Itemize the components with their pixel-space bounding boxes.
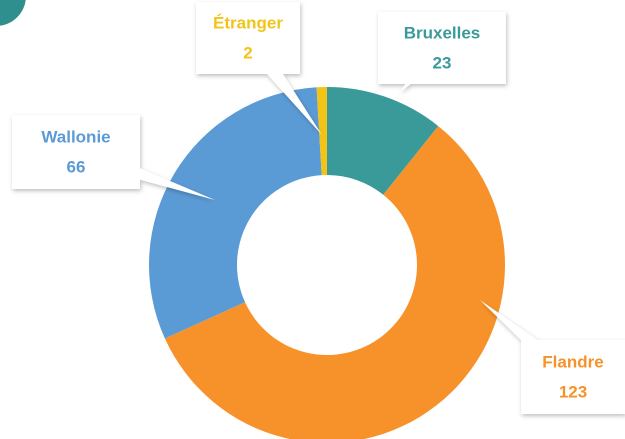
- data-label-name: Flandre: [542, 352, 603, 371]
- data-label-value: 123: [559, 382, 587, 401]
- data-label-value: 66: [67, 157, 86, 176]
- data-label-name: Étranger: [213, 13, 283, 32]
- corner-badge: [0, 0, 26, 26]
- data-label-name: Wallonie: [41, 127, 110, 146]
- callout: [12, 115, 215, 200]
- slice: [164, 126, 505, 439]
- callout-box: [196, 2, 300, 74]
- callout: [196, 2, 322, 135]
- callout-box: [12, 115, 140, 189]
- callout-box: [378, 12, 506, 84]
- callout: [480, 300, 625, 414]
- callout: [378, 12, 506, 92]
- slice: [316, 87, 327, 176]
- data-label-name: Bruxelles: [404, 23, 481, 42]
- callout-box: [521, 340, 625, 414]
- data-label-value: 2: [243, 43, 252, 62]
- slice: [327, 87, 439, 195]
- slice: [149, 87, 322, 339]
- data-label-value: 23: [433, 53, 452, 72]
